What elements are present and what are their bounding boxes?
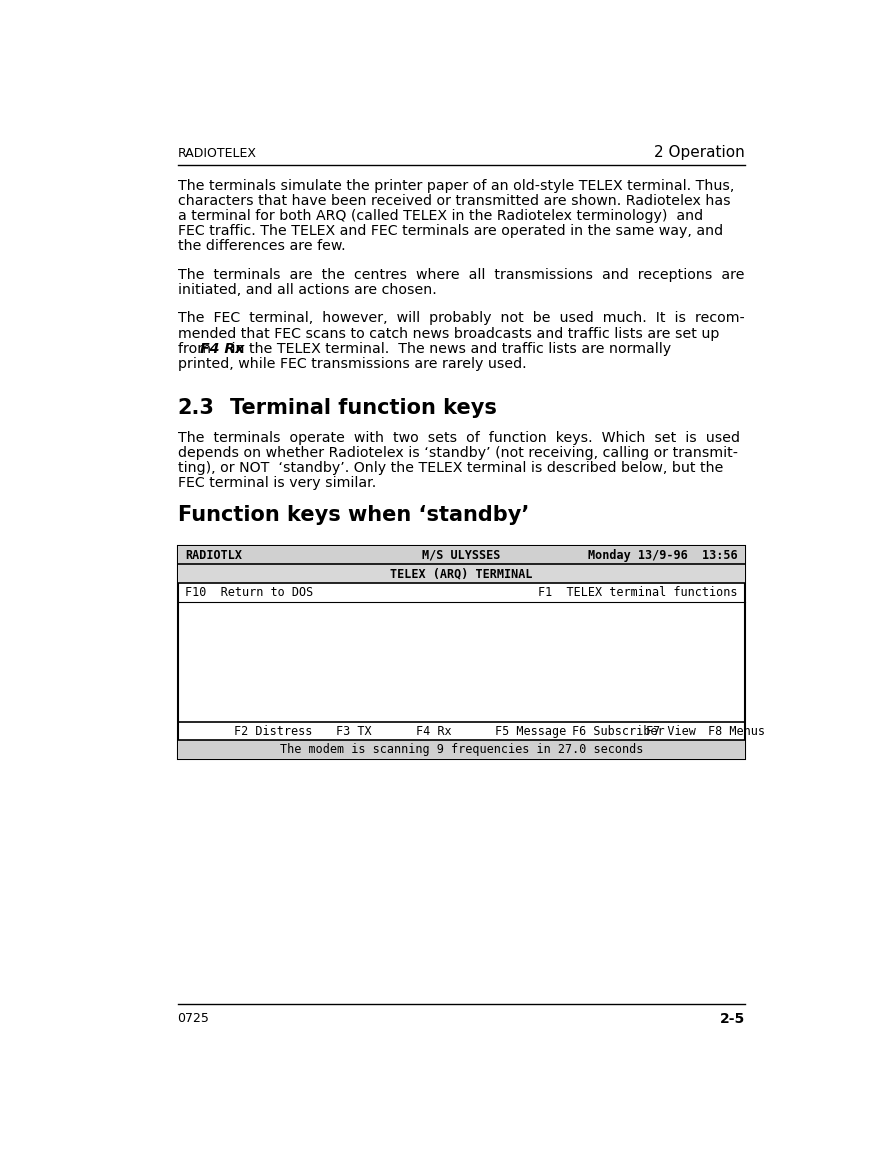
Text: depends on whether Radiotelex is ‘standby’ (not receiving, calling or transmit-: depends on whether Radiotelex is ‘standb…	[178, 446, 738, 460]
Text: ting), or NOT  ‘standby’. Only the TELEX terminal is described below, but the: ting), or NOT ‘standby’. Only the TELEX …	[178, 461, 723, 475]
Text: The  FEC  terminal,  however,  will  probably  not  be  used  much.  It  is  rec: The FEC terminal, however, will probably…	[178, 312, 745, 326]
Text: 2 Operation: 2 Operation	[654, 145, 745, 160]
Text: Function keys when ‘standby’: Function keys when ‘standby’	[178, 505, 529, 524]
Text: Monday 13/9-96  13:56: Monday 13/9-96 13:56	[587, 549, 737, 562]
Text: F4 Rx: F4 Rx	[416, 724, 452, 737]
Text: F8 Menus: F8 Menus	[708, 724, 765, 737]
Text: 0725: 0725	[178, 1011, 209, 1024]
Text: characters that have been received or transmitted are shown. Radiotelex has: characters that have been received or tr…	[178, 194, 731, 208]
Bar	[178, 564, 745, 583]
Text: F7 View: F7 View	[646, 724, 696, 737]
Text: The modem is scanning 9 frequencies in 27.0 seconds: The modem is scanning 9 frequencies in 2…	[279, 744, 643, 757]
Text: The  terminals  operate  with  two  sets  of  function  keys.  Which  set  is  u: The terminals operate with two sets of f…	[178, 431, 739, 445]
Text: FEC traffic. The TELEX and FEC terminals are operated in the same way, and: FEC traffic. The TELEX and FEC terminals…	[178, 224, 723, 238]
Text: in the TELEX terminal.  The news and traffic lists are normally: in the TELEX terminal. The news and traf…	[228, 341, 671, 355]
Text: TELEX (ARQ) TERMINAL: TELEX (ARQ) TERMINAL	[390, 568, 533, 580]
Text: from: from	[178, 341, 215, 355]
Text: F1  TELEX terminal functions: F1 TELEX terminal functions	[537, 586, 737, 599]
Text: printed, while FEC transmissions are rarely used.: printed, while FEC transmissions are rar…	[178, 356, 526, 370]
Bar	[178, 545, 745, 759]
Text: the differences are few.: the differences are few.	[178, 238, 346, 252]
Text: mended that FEC scans to catch news broadcasts and traffic lists are set up: mended that FEC scans to catch news broa…	[178, 327, 719, 341]
Text: The  terminals  are  the  centres  where  all  transmissions  and  receptions  a: The terminals are the centres where all …	[178, 267, 744, 281]
Text: F10  Return to DOS: F10 Return to DOS	[186, 586, 313, 599]
Text: 2.3: 2.3	[178, 398, 214, 418]
Text: The terminals simulate the printer paper of an old-style TELEX terminal. Thus,: The terminals simulate the printer paper…	[178, 179, 734, 193]
Text: 2-5: 2-5	[719, 1011, 745, 1026]
Bar	[178, 545, 745, 564]
Text: initiated, and all actions are chosen.: initiated, and all actions are chosen.	[178, 283, 437, 297]
Text: F5 Message: F5 Message	[495, 724, 566, 737]
Bar	[178, 741, 745, 759]
Text: RADIOTLX: RADIOTLX	[186, 549, 242, 562]
Text: F4 Rx: F4 Rx	[200, 341, 245, 355]
Text: Terminal function keys: Terminal function keys	[230, 398, 497, 418]
Text: RADIOTELEX: RADIOTELEX	[178, 147, 256, 160]
Text: a terminal for both ARQ (called TELEX in the Radiotelex terminology)  and: a terminal for both ARQ (called TELEX in…	[178, 209, 703, 223]
Text: F2 Distress: F2 Distress	[234, 724, 312, 737]
Text: F6 Subscriber: F6 Subscriber	[572, 724, 664, 737]
Text: F3 TX: F3 TX	[336, 724, 372, 737]
Text: M/S ULYSSES: M/S ULYSSES	[422, 549, 500, 562]
Text: FEC terminal is very similar.: FEC terminal is very similar.	[178, 475, 376, 489]
